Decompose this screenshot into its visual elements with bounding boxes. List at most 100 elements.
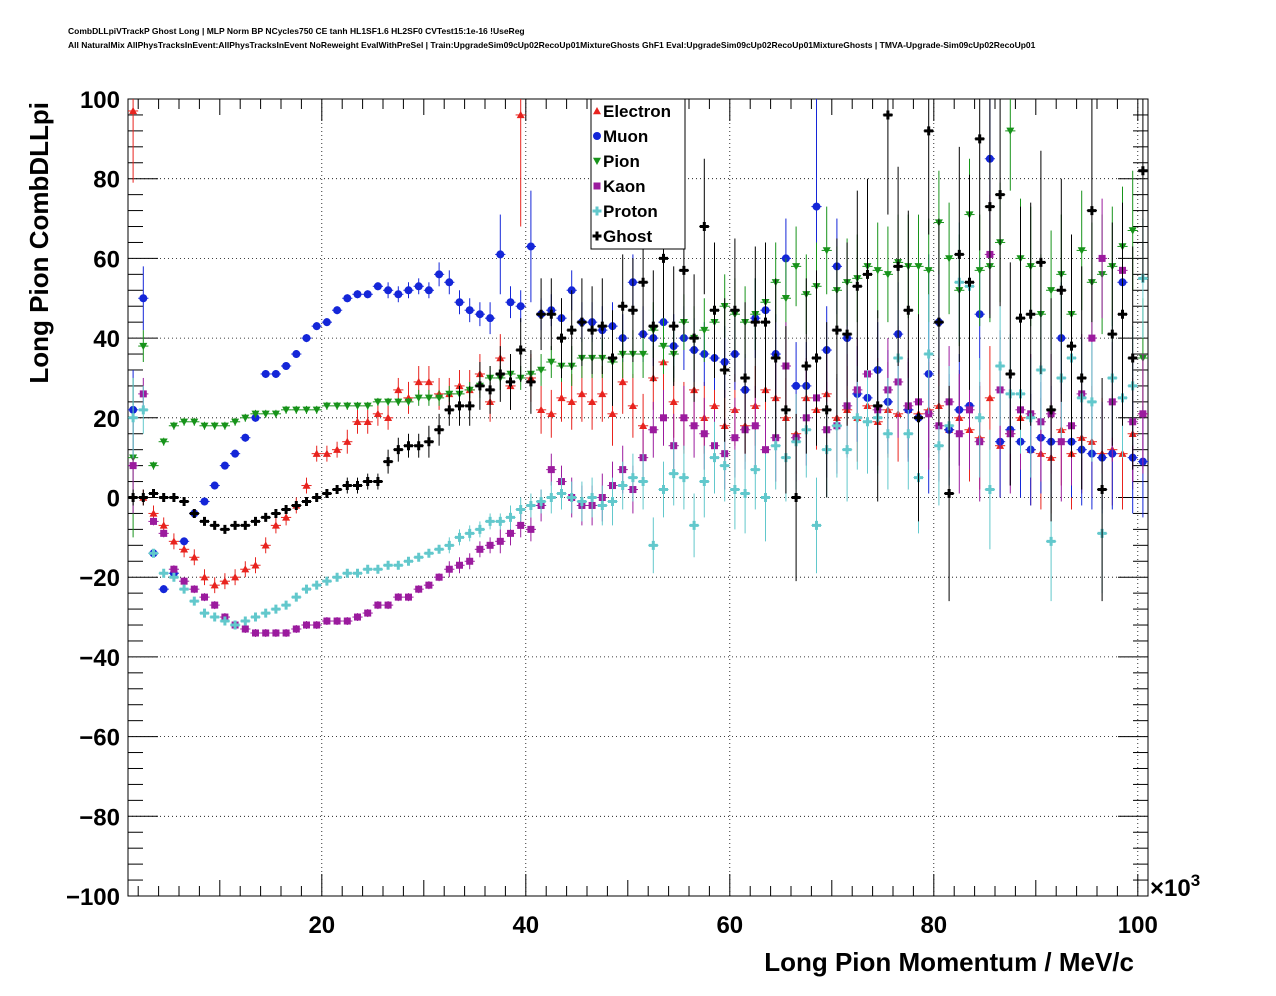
ghost-point [1005,369,1015,379]
proton-point [730,485,740,495]
pion-point [414,394,423,402]
electron-point [608,409,617,418]
proton-point [638,477,648,487]
electron-point [618,377,627,386]
muon-point [404,286,413,295]
kaon-point [354,613,361,621]
y-tick-label: −60 [79,725,120,752]
ghost-point [1026,309,1036,319]
ghost-point [832,325,842,335]
muon-point [414,282,423,291]
x-multiplier-exponent: 3 [1191,871,1200,890]
muon-point [506,298,515,307]
pion-point [312,406,321,414]
kaon-point [303,621,310,629]
ghost-point [638,277,648,287]
ghost-point [536,309,546,319]
proton-point [169,572,179,582]
ghost-point [159,493,169,502]
proton-point [689,520,699,530]
kaon-point [751,422,759,430]
header-line-1: CombDLLpiVTrackP Ghost Long | MLP Norm B… [68,26,525,36]
pion-point [1128,227,1137,235]
ghost-point [495,369,505,379]
proton-point [883,429,893,439]
electron-point [333,445,342,453]
ghost-point [730,305,740,315]
ghost-point [557,333,566,343]
muon-point [465,306,474,315]
kaon-point [160,529,168,537]
ghost-point [383,457,393,467]
electron-point [343,437,352,445]
electron-point [414,377,423,386]
ghost-point [312,493,322,502]
kaon-point [415,585,423,593]
proton-point [608,496,617,506]
proton-point [934,441,944,451]
electron-point [455,381,464,390]
proton-point [271,604,281,614]
pion-point [792,263,801,271]
ghost-point [761,317,770,327]
y-axis-title: Long Pion CombDLLpi [24,102,54,384]
ghost-point [873,401,883,411]
ghost-point [587,325,597,335]
proton-point [1087,397,1097,407]
proton-point [516,504,526,514]
ghost-point [230,520,240,530]
electron-point [210,581,219,589]
muon-point [231,449,240,458]
ghost-point [985,202,995,212]
muon-point [373,282,382,291]
electron-point [567,397,576,406]
proton-point [138,405,148,415]
ghost-point [822,405,832,415]
kaon-point [476,545,484,553]
pion-point [210,422,219,430]
electron-point [231,573,240,581]
electron-point [424,377,433,386]
proton-point [587,493,597,502]
ghost-point [628,305,638,315]
muon-point [526,242,535,251]
ghost-point [597,321,607,331]
proton-point [710,453,719,463]
ghost-point [251,516,260,526]
kaon-point [700,430,708,438]
muon-point [343,294,352,303]
kaon-point [680,414,688,422]
ghost-point [332,485,342,495]
electron-point [282,513,291,521]
proton-point [740,489,750,499]
ghost-point [526,377,536,387]
pion-point [924,267,933,275]
proton-point [628,473,638,483]
ghost-point [322,489,332,499]
electron-point [302,481,311,489]
muon-point [200,497,209,506]
muon-point [312,322,321,331]
kaon-point [507,529,514,537]
muon-point [241,433,250,442]
kaon-point [1057,438,1065,446]
ghost-point [1097,485,1107,495]
pion-point [822,247,831,255]
kaon-point [170,565,178,573]
electron-point [190,553,199,561]
pion-point [404,398,413,406]
pion-point [883,271,892,279]
kaon-point [1098,254,1106,262]
ghost-point [261,512,271,522]
proton-point [648,540,658,550]
ghost-point [842,329,852,339]
proton-point [699,477,709,487]
x-multiplier-base: ×10 [1150,875,1191,902]
ghost-point [750,317,760,327]
kaon-point [394,593,402,601]
kaon-point [690,422,698,430]
pion-point [435,394,444,402]
muon-point [333,306,342,315]
kaon-point [241,625,249,633]
ghost-point [179,496,189,506]
